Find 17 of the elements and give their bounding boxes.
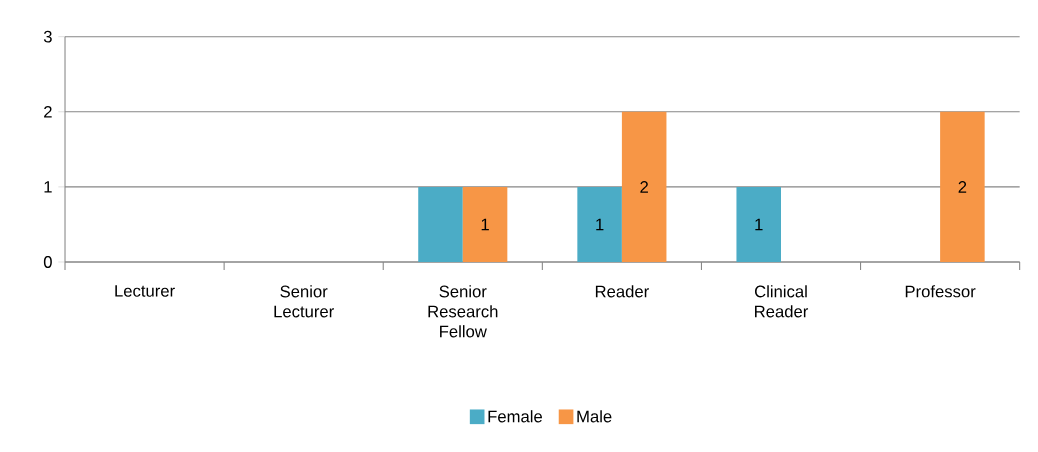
y-tick-label: 0 — [43, 256, 52, 268]
y-tick-label: 1 — [44, 181, 52, 193]
x-tick-label: Professor — [905, 285, 976, 298]
x-tick-label: Clinical Reader — [754, 285, 809, 318]
x-tick-label: Reader — [595, 285, 649, 298]
x-tick-label: Senior Lecturer — [274, 285, 334, 318]
data-label: 2 — [958, 181, 967, 193]
data-label: 1 — [755, 218, 763, 231]
y-tick-label: 3 — [43, 30, 52, 43]
data-label: 2 — [640, 181, 648, 193]
data-label: 1 — [596, 218, 604, 231]
legend-label: Female — [488, 410, 542, 423]
x-tick-label: Lecturer — [115, 285, 175, 297]
x-tick-label: Senior Research Fellow — [428, 285, 498, 338]
legend-label: Male — [577, 410, 612, 423]
data-label: 1 — [481, 218, 489, 231]
y-tick-label: 2 — [44, 105, 52, 118]
